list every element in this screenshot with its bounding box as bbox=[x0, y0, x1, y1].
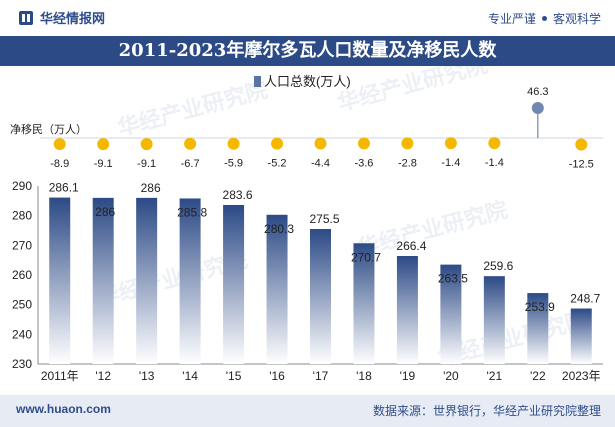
x-tick-label: '12 bbox=[95, 369, 111, 383]
migration-point bbox=[271, 137, 284, 150]
population-bar bbox=[136, 197, 158, 364]
population-bar bbox=[223, 204, 245, 364]
migration-point bbox=[184, 137, 197, 150]
x-tick-label: '16 bbox=[269, 369, 285, 383]
migration-value-label: -6.7 bbox=[181, 158, 200, 170]
migration-value-label: -8.9 bbox=[50, 158, 69, 170]
migration-value-label: -5.2 bbox=[268, 158, 287, 170]
migration-point bbox=[444, 137, 457, 150]
legend: 人口总数(万人) bbox=[254, 74, 351, 89]
y-tick-label: 240 bbox=[12, 327, 32, 341]
migration-point bbox=[97, 138, 110, 151]
migration-point bbox=[357, 137, 370, 150]
x-tick-label: '18 bbox=[356, 369, 372, 383]
y-tick-label: 290 bbox=[12, 179, 32, 193]
footer: www.huaon.com 数据来源：世界银行，华经产业研究院整理 bbox=[0, 395, 615, 427]
x-tick-label: '20 bbox=[443, 369, 459, 383]
migration-point bbox=[401, 137, 414, 150]
migration-value-label: -12.5 bbox=[569, 159, 594, 171]
legend-label: 人口总数(万人) bbox=[264, 74, 351, 89]
migration-point bbox=[531, 102, 544, 114]
population-bar bbox=[266, 214, 288, 364]
y-tick-label: 260 bbox=[12, 268, 32, 282]
slogan-left: 专业严谨 bbox=[487, 12, 536, 26]
migration-value-label: -1.4 bbox=[485, 157, 504, 169]
migration-value-label: -1.4 bbox=[441, 157, 460, 169]
population-bar bbox=[527, 293, 549, 364]
population-bar bbox=[353, 243, 375, 364]
migration-value-label: -9.1 bbox=[137, 158, 156, 170]
x-tick-label: '22 bbox=[530, 369, 546, 383]
population-value-label: 280.3 bbox=[264, 222, 294, 236]
population-value-label: 285.8 bbox=[177, 205, 207, 219]
population-value-label: 275.5 bbox=[309, 212, 339, 226]
x-tick-label: '19 bbox=[400, 369, 416, 383]
y-tick-label: 250 bbox=[12, 298, 32, 312]
x-tick-label: '17 bbox=[313, 369, 329, 383]
x-axis: 2011年 '12 '13 '14 '15 '16 '17 '18 '19 '20 '21 '22 20… bbox=[41, 369, 601, 383]
y-tick-label: 230 bbox=[12, 357, 32, 371]
y-tick-label: 280 bbox=[12, 209, 32, 223]
migration-point bbox=[575, 138, 588, 151]
population-bar bbox=[49, 197, 71, 364]
brand-name: 华经情报网 bbox=[40, 11, 106, 26]
population-value-label: 283.6 bbox=[223, 188, 253, 202]
net-migration-series: 净移民（万人） -8.9 -9.1 -9.1 -6.7 -5.9 -5.2 -4.4 -3.6 -… bbox=[10, 86, 603, 171]
chart-title: 2011-2023年摩尔多瓦人口数量及净移民人数 bbox=[0, 36, 615, 66]
migration-value-label: -4.4 bbox=[311, 158, 330, 170]
population-bar bbox=[396, 256, 418, 364]
migration-value-label: -9.1 bbox=[94, 158, 113, 170]
footer-source: 数据来源：世界银行，华经产业研究院整理 bbox=[372, 404, 601, 418]
population-value-label: 286 bbox=[95, 205, 115, 219]
population-value-label: 263.5 bbox=[438, 272, 468, 286]
population-value-label: 286.1 bbox=[49, 181, 79, 195]
y-tick-label: 270 bbox=[12, 238, 32, 252]
x-tick-label: 2023年 bbox=[562, 369, 601, 383]
slogan-right: 客观科学 bbox=[552, 12, 601, 26]
slogan-dot-icon bbox=[541, 16, 547, 21]
population-value-label: 270.7 bbox=[351, 250, 381, 264]
population-value-label: 259.6 bbox=[483, 259, 513, 273]
x-tick-label: '15 bbox=[226, 369, 242, 383]
population-bar bbox=[483, 276, 505, 364]
population-bar bbox=[570, 308, 592, 364]
migration-point bbox=[227, 137, 240, 150]
watermark-text: 华经产业研究院 bbox=[335, 66, 490, 116]
watermark-text: 华经产业研究院 bbox=[115, 77, 270, 141]
population-bar bbox=[440, 264, 462, 364]
x-tick-label: '21 bbox=[487, 369, 503, 383]
migration-value-label: -5.9 bbox=[224, 158, 243, 170]
migration-series-label: 净移民（万人） bbox=[10, 122, 87, 136]
legend-swatch bbox=[254, 76, 261, 87]
migration-value-label: 46.3 bbox=[527, 86, 548, 98]
top-bar: 华经情报网 专业严谨 客观科学 bbox=[0, 0, 615, 34]
population-value-label: 286 bbox=[141, 181, 161, 195]
migration-value-label: -2.8 bbox=[398, 157, 417, 169]
migration-point bbox=[314, 137, 327, 150]
population-value-label: 266.4 bbox=[396, 239, 426, 253]
migration-point bbox=[488, 137, 501, 150]
x-tick-label: '14 bbox=[182, 369, 198, 383]
brand[interactable]: 华经情报网 bbox=[18, 8, 105, 27]
population-bar bbox=[92, 197, 114, 364]
brand-logo-icon bbox=[19, 10, 33, 25]
population-series: 286.1 286 286 285.8 283.6 280.3 275.5 270.7 266.… bbox=[49, 181, 601, 364]
footer-url[interactable]: www.huaon.com bbox=[16, 402, 111, 416]
migration-point bbox=[53, 138, 66, 151]
slogan: 专业严谨 客观科学 bbox=[488, 10, 601, 27]
migration-value-label: -3.6 bbox=[354, 157, 373, 169]
x-tick-label: 2011年 bbox=[41, 369, 79, 383]
population-value-label: 248.7 bbox=[570, 292, 600, 306]
population-value-label: 253.9 bbox=[525, 300, 555, 314]
x-tick-label: '13 bbox=[139, 369, 155, 383]
population-bar bbox=[179, 198, 201, 364]
population-bar bbox=[310, 229, 331, 364]
migration-point bbox=[140, 138, 153, 151]
